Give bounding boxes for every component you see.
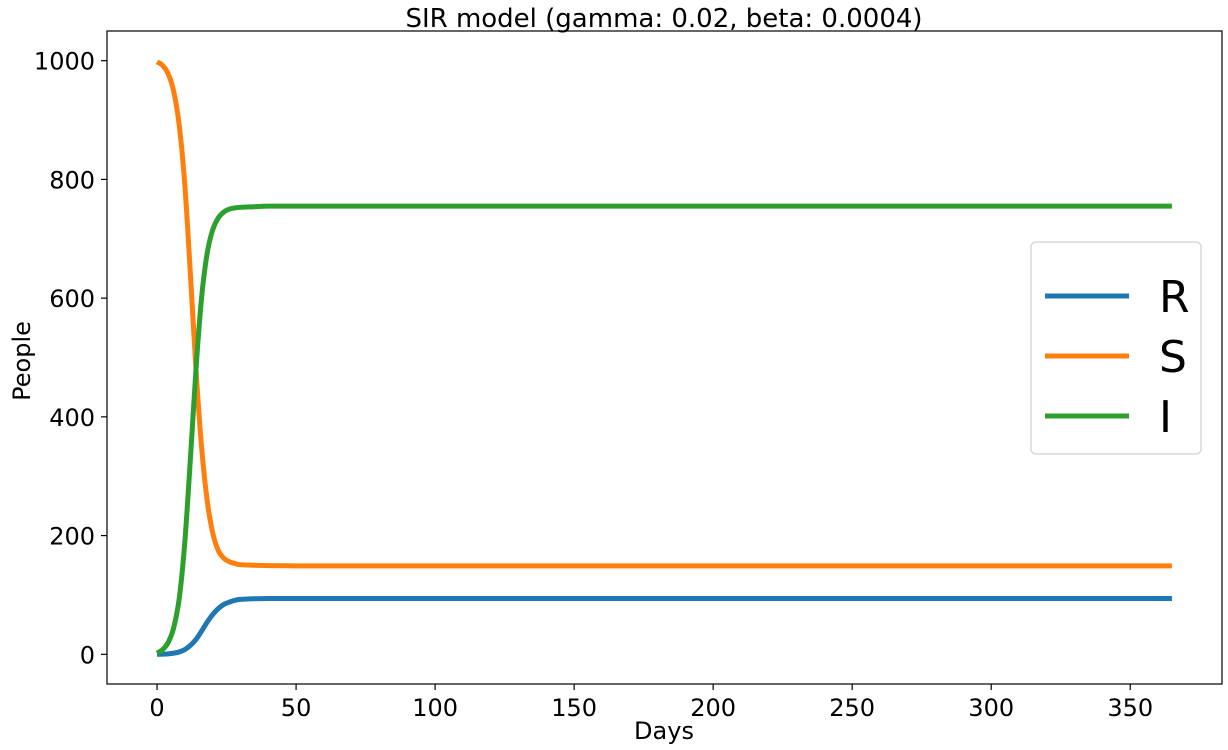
legend-label-i: I [1159, 392, 1172, 443]
y-axis-title: People [8, 321, 36, 401]
legend: RSI [1030, 241, 1202, 455]
x-tick-label: 100 [412, 694, 458, 722]
x-tick-label: 350 [1107, 694, 1153, 722]
x-axis: 0 50 100 150 200 250 300 350 [149, 684, 1153, 722]
series-line-i [155, 203, 1172, 656]
y-tick-label: 800 [49, 166, 95, 194]
y-tick-label: 1000 [34, 48, 95, 76]
series-line-s [155, 59, 1172, 569]
y-tick-label: 0 [80, 641, 95, 669]
y-axis: 0 200 400 600 800 1000 [34, 48, 107, 669]
x-tick-label: 200 [690, 694, 736, 722]
plot-area [155, 59, 1172, 657]
chart-title: SIR model (gamma: 0.02, beta: 0.0004) [405, 4, 922, 34]
legend-label-s: S [1159, 332, 1187, 383]
x-tick-label: 250 [829, 694, 875, 722]
y-tick-label: 200 [49, 523, 95, 551]
x-axis-title: Days [634, 717, 694, 745]
plot-frame [106, 30, 1223, 685]
x-tick-label: 300 [968, 694, 1014, 722]
x-tick-label: 50 [281, 694, 312, 722]
legend-label-r: R [1159, 272, 1190, 323]
series-line-r [156, 595, 1172, 657]
x-tick-label: 0 [149, 694, 164, 722]
x-tick-label: 150 [551, 694, 597, 722]
y-tick-label: 400 [49, 404, 95, 432]
y-tick-label: 600 [49, 285, 95, 313]
